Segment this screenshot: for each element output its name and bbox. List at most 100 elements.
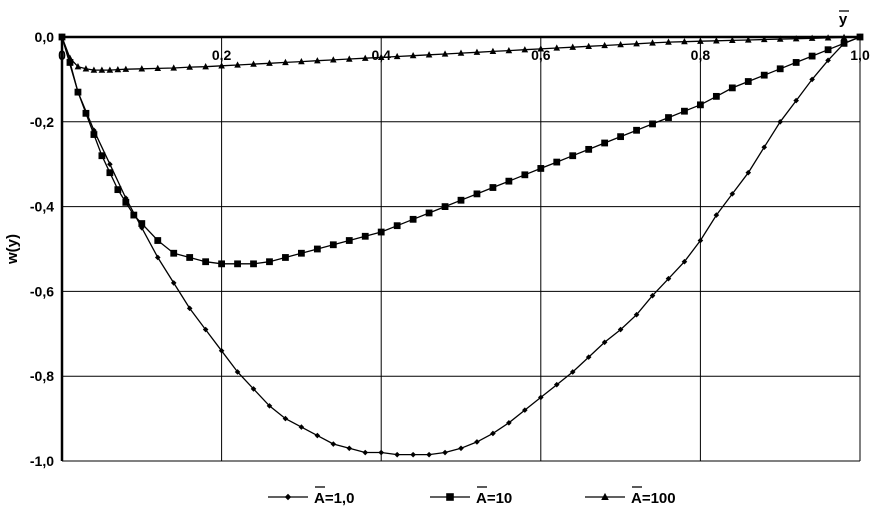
data-point xyxy=(505,46,513,54)
data-point xyxy=(202,63,209,70)
data-point xyxy=(601,41,608,49)
data-point xyxy=(425,209,433,217)
data-point xyxy=(793,97,799,104)
data-point xyxy=(345,55,353,62)
data-point xyxy=(410,451,416,458)
data-point xyxy=(266,59,273,66)
data-point xyxy=(330,441,337,447)
data-point xyxy=(377,53,385,60)
data-point xyxy=(808,52,816,60)
x-tick-label: 1,0 xyxy=(850,47,870,63)
data-point xyxy=(250,60,257,67)
data-point xyxy=(776,35,784,42)
data-point xyxy=(130,211,138,219)
data-point xyxy=(139,225,145,231)
y-tick-label: -1,0 xyxy=(30,453,54,469)
legend-item: A=1,0 xyxy=(268,486,354,507)
data-point xyxy=(90,131,98,138)
data-point xyxy=(457,196,465,204)
data-point xyxy=(346,445,353,452)
data-point xyxy=(569,152,577,160)
data-point xyxy=(522,407,528,413)
series-group xyxy=(58,33,864,458)
data-point xyxy=(729,36,736,44)
data-point xyxy=(808,34,816,41)
data-point xyxy=(250,386,257,392)
data-point xyxy=(298,249,305,257)
data-point xyxy=(474,439,480,445)
data-point xyxy=(840,39,848,47)
data-point xyxy=(713,37,720,44)
data-point xyxy=(697,101,704,109)
data-point xyxy=(489,184,497,191)
data-point xyxy=(665,38,672,45)
data-point xyxy=(681,38,688,45)
data-point xyxy=(681,107,688,115)
data-point xyxy=(393,222,401,230)
data-point xyxy=(393,52,401,60)
data-point xyxy=(760,71,768,79)
legend-marker-triangle xyxy=(601,492,609,501)
data-point xyxy=(154,237,162,244)
data-point xyxy=(729,191,736,197)
data-point xyxy=(792,59,800,66)
data-point xyxy=(138,65,146,72)
data-point xyxy=(186,305,193,312)
data-point xyxy=(506,420,512,426)
x-axis-label: y xyxy=(839,11,848,28)
data-point xyxy=(106,66,114,73)
data-point xyxy=(824,46,832,54)
y-tick-label: -0,8 xyxy=(30,368,54,384)
data-point xyxy=(553,158,561,166)
grid xyxy=(60,35,861,462)
legend-marker-square xyxy=(446,493,454,501)
data-point xyxy=(218,347,225,354)
data-point xyxy=(98,66,106,73)
data-point xyxy=(665,114,672,121)
data-point xyxy=(745,169,752,176)
y-tick-label: -0,4 xyxy=(30,199,54,215)
data-point xyxy=(154,254,161,261)
data-point xyxy=(473,190,481,198)
data-point xyxy=(489,47,497,55)
data-point xyxy=(649,292,656,299)
data-point xyxy=(123,195,129,201)
data-point xyxy=(585,354,592,360)
data-point xyxy=(697,237,704,244)
data-point xyxy=(202,326,209,333)
data-point xyxy=(154,64,162,72)
data-point xyxy=(98,152,106,160)
data-point xyxy=(282,415,289,422)
data-point xyxy=(74,88,82,96)
data-point xyxy=(234,369,241,375)
data-point xyxy=(761,144,768,151)
x-tick-label: 0,2 xyxy=(212,47,232,63)
data-point xyxy=(314,57,321,64)
data-point xyxy=(122,65,130,72)
data-point xyxy=(282,58,289,66)
data-point xyxy=(537,165,545,172)
data-point xyxy=(345,237,353,244)
data-point xyxy=(409,52,417,59)
data-point xyxy=(114,186,122,194)
data-point xyxy=(457,49,465,56)
data-point xyxy=(377,228,385,236)
data-point xyxy=(856,33,864,40)
series-2 xyxy=(58,33,864,268)
data-point xyxy=(234,61,241,68)
y-tick-label: 0,0 xyxy=(35,29,55,45)
data-point xyxy=(361,54,369,61)
data-point xyxy=(585,42,592,49)
series-line xyxy=(61,36,861,265)
data-point xyxy=(329,241,337,249)
data-point xyxy=(617,326,624,333)
data-point xyxy=(712,92,720,100)
data-point xyxy=(824,34,832,41)
data-point xyxy=(313,245,321,253)
data-point xyxy=(441,50,449,57)
y-tick-label: -0,2 xyxy=(30,114,54,130)
data-point xyxy=(537,45,545,52)
data-point xyxy=(378,449,384,456)
legend-label: A=100 xyxy=(631,490,676,507)
y-tick-label: -0,6 xyxy=(30,283,54,299)
